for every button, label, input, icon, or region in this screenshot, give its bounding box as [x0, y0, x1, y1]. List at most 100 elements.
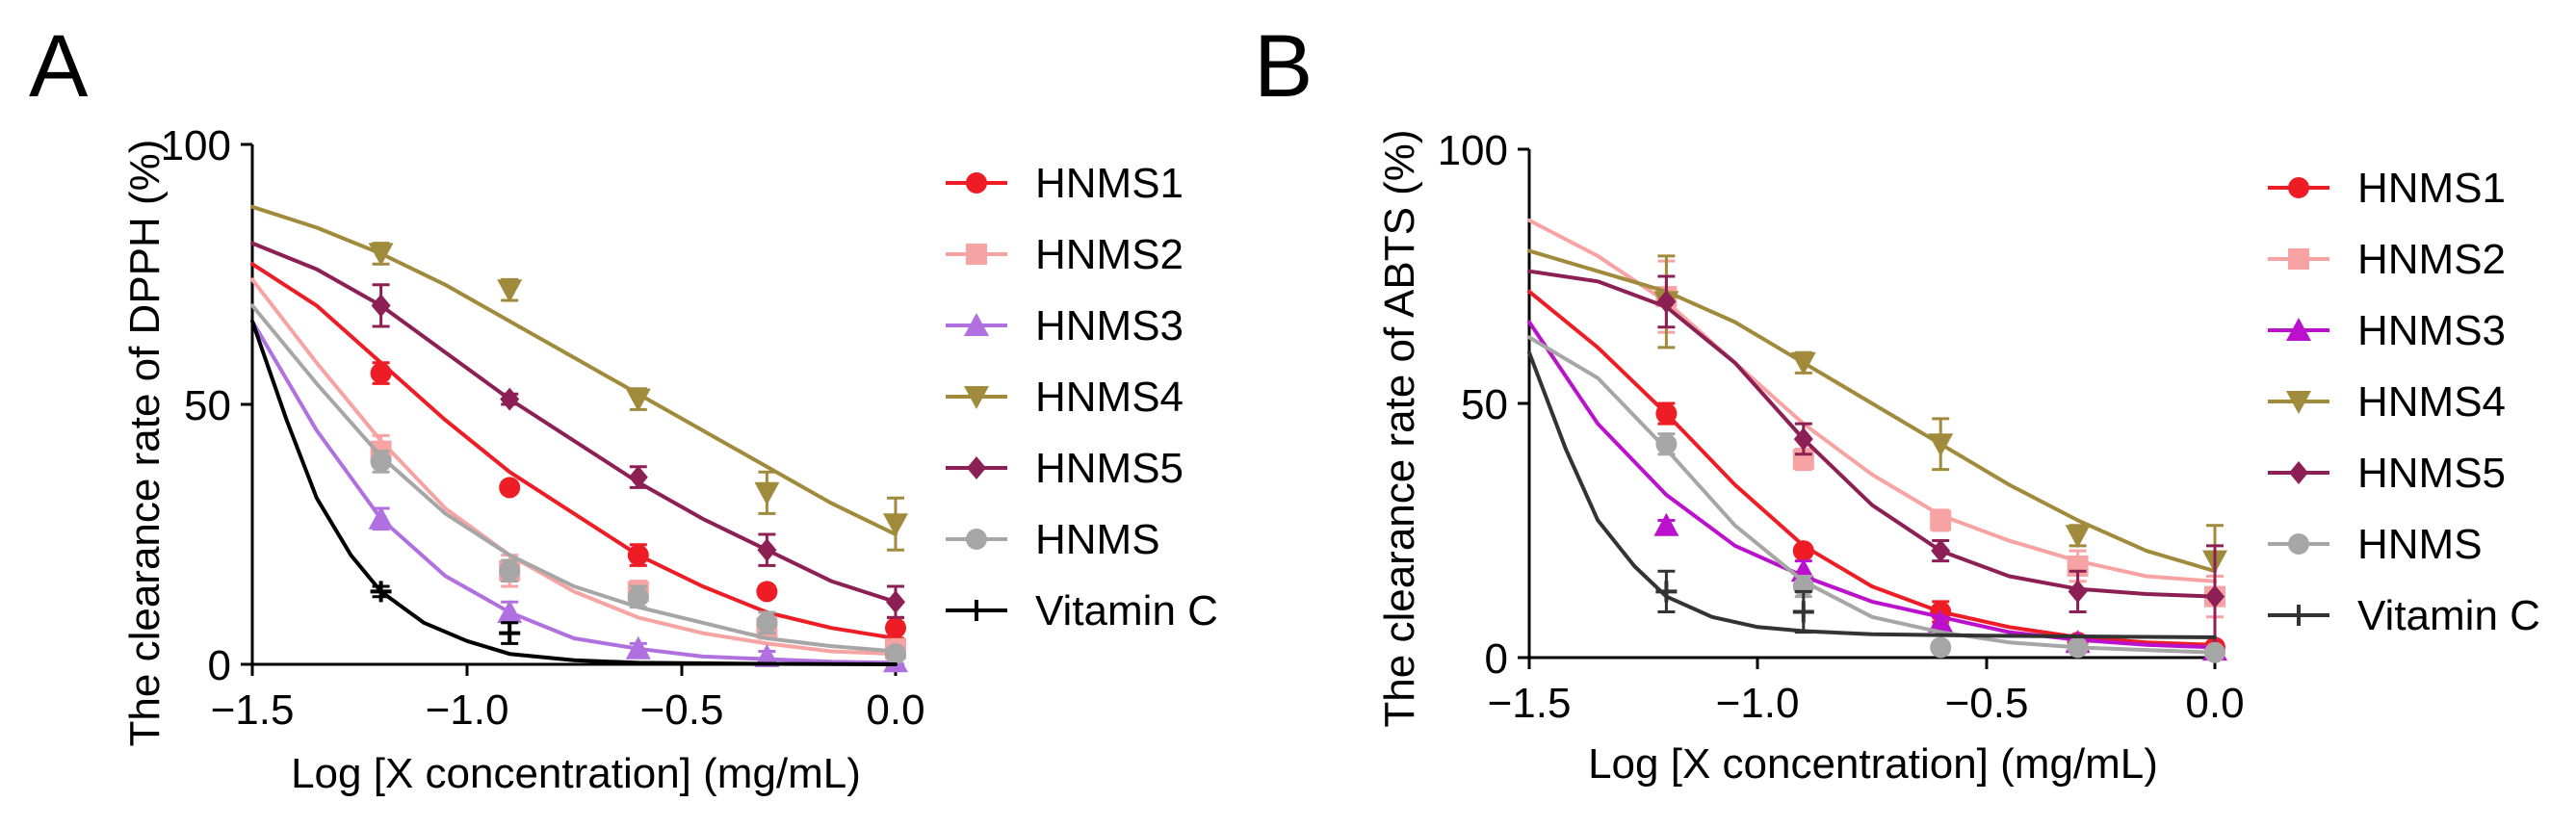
panel-a-point-hnms5-0: [371, 294, 391, 318]
panel-a-curve-hnms4: [250, 204, 898, 536]
panel-b-point-hnms1-1: [1792, 540, 1814, 562]
panel-b-xtick-label-m05: −0.5: [1945, 680, 2029, 727]
panel-a-point-hnms4-0: [368, 243, 394, 267]
panel-a-legend-label-hnms4: HNMS4: [1035, 374, 1184, 421]
panel-a-legend-marker-hnms3: [964, 313, 989, 336]
panel-a-legend-label-hnms1: HNMS1: [1035, 160, 1184, 207]
panel-a-curve-hnms2: [250, 277, 898, 657]
panel-b-point-hnms2-2: [1930, 509, 1952, 531]
panel-a-legend-marker-vitamin-c: [966, 600, 987, 621]
panel-a-legend-markers: [946, 172, 1007, 621]
panel-a-ylabel: The clearance rate of DPPH (%): [121, 140, 169, 747]
panel-a-xtick-label-m05: −0.5: [640, 686, 724, 734]
panel-b-legend-marker-hnms: [2288, 533, 2309, 555]
panel-a-point-hnms5-1: [500, 387, 520, 411]
panel-a-point-hnms-1: [499, 559, 521, 582]
panel-b-ytick-label-0: 0: [1485, 635, 1508, 683]
panel-b-letter: B: [1254, 17, 1313, 116]
panel-a-point-hnms4-3: [754, 481, 780, 505]
panel-a-point-hnms3-2: [625, 635, 651, 660]
panel-b-legend-marker-hnms3: [2286, 318, 2311, 341]
panel-b: B The clearance rate of ABTS (%) Log [X …: [1254, 17, 2540, 788]
panel-b-legend-marker-hnms4: [2286, 391, 2311, 414]
panel-b-xtick-label-m10: −1.0: [1716, 680, 1800, 727]
panel-a-legend-marker-hnms1: [966, 172, 987, 194]
panel-b-curve-hnms: [1527, 335, 2217, 655]
panel-a-point-hnms3-1: [497, 600, 523, 623]
panel-b-point-hnms4-3: [2065, 525, 2091, 549]
panel-b-xtick-label-m15: −1.5: [1488, 680, 1572, 727]
panel-b-point-hnms3-0: [1653, 512, 1679, 536]
panel-a-xtick-label-m10: −1.0: [426, 686, 509, 734]
panel-a-point-hnms5-4: [886, 590, 905, 614]
panel-b-legend-label-hnms4: HNMS4: [2357, 378, 2506, 426]
panel-a-point-hnms4-2: [625, 388, 651, 412]
panel-b-curve-hnms5: [1527, 269, 2217, 599]
panel-b-xtick-label-00: 0.0: [2185, 680, 2244, 727]
panel-b-point-hnms-3: [2067, 636, 2089, 659]
panel-b-point-vitamin-c-1: [1792, 601, 1814, 623]
panel-a-legend-label-hnms: HNMS: [1035, 516, 1160, 563]
panel-b-point-hnms5-2: [1931, 539, 1951, 563]
panel-b-curve-hnms1: [1527, 289, 2217, 647]
panel-a-point-hnms-3: [756, 611, 778, 634]
panel-b-point-hnms-0: [1655, 433, 1678, 455]
panel-b-point-hnms5-1: [1793, 427, 1813, 451]
panel-b-point-hnms-2: [1930, 636, 1952, 659]
panel-b-curve-vitamin-c: [1527, 350, 2217, 639]
panel-a-point-hnms-2: [627, 585, 649, 608]
panel-a-point-vitamin-c-1: [499, 622, 521, 644]
panel-b-curve-hnms3: [1527, 320, 2217, 650]
panel-a-point-hnms1-0: [370, 362, 392, 384]
panel-a-point-vitamin-c-0: [370, 581, 392, 603]
panel-b-point-hnms4-1: [1790, 351, 1816, 375]
panel-a-point-hnms-0: [370, 451, 392, 473]
panel-b-point-vitamin-c-0: [1655, 581, 1678, 603]
panel-a-plot-area: [250, 204, 908, 673]
panel-b-point-hnms4-2: [1928, 433, 1954, 457]
panel-a-point-hnms1-4: [885, 617, 906, 639]
panel-b-legend-marker-vitamin-c: [2288, 605, 2309, 626]
panel-a-legend-label-vitamin-c: Vitamin C: [1035, 587, 1218, 634]
panel-b-point-hnms5-4: [2205, 584, 2225, 608]
panel-b-point-hnms-4: [2204, 641, 2225, 663]
panel-b-point-hnms5-0: [1656, 290, 1677, 314]
panel-b-legend-label-vitamin-c: Vitamin C: [2357, 592, 2540, 639]
panel-a-letter: A: [29, 17, 89, 116]
panel-a-ytick-label-0: 0: [208, 642, 231, 689]
panel-a-legend-label-hnms5: HNMS5: [1035, 445, 1184, 492]
panel-b-ytick-label-50: 50: [1461, 381, 1508, 428]
panel-a-point-hnms1-2: [627, 544, 649, 566]
panel-b-legend-label-hnms5: HNMS5: [2357, 450, 2506, 497]
panel-b-xlabel: Log [X concentration] (mg/mL): [1588, 740, 2158, 788]
panel-a-curve-hnms: [250, 303, 898, 654]
panel-a-point-hnms3-3: [754, 643, 780, 667]
panel-a: A The clearance rate of DPPH (%) Log [X …: [29, 17, 1218, 797]
panel-a-point-hnms5-3: [757, 538, 777, 562]
panel-a-point-hnms4-4: [883, 513, 908, 537]
panel-b-ylabel: The clearance rate of ABTS (%): [1376, 129, 1423, 727]
panel-b-curve-hnms4: [1527, 248, 2217, 574]
panel-a-ytick-label-50: 50: [184, 382, 231, 429]
panel-b-plot-area: [1527, 218, 2227, 663]
panel-b-legend-marker-hnms5: [2289, 461, 2308, 484]
panel-b-ytick-label-100: 100: [1438, 127, 1508, 174]
panel-b-legend: HNMS1 HNMS2 HNMS3 HNMS4 HNMS5 HNMS Vitam…: [2268, 165, 2540, 639]
panel-a-point-hnms1-3: [756, 581, 778, 603]
panel-b-point-hnms1-0: [1655, 402, 1678, 425]
panel-b-legend-markers: [2268, 177, 2329, 626]
panel-a-ytick-label-100: 100: [161, 122, 231, 169]
panel-b-legend-label-hnms2: HNMS2: [2357, 236, 2506, 283]
panel-a-point-hnms4-1: [497, 279, 523, 303]
panel-a-curve-hnms3: [250, 319, 898, 665]
panel-b-legend-marker-hnms1: [2288, 177, 2309, 198]
panel-b-curve-hnms2: [1527, 218, 2217, 583]
panel-a-point-hnms5-2: [628, 465, 648, 489]
panel-a-point-hnms-4: [885, 643, 906, 665]
panel-a-curve-hnms5: [250, 241, 898, 605]
panel-a-point-hnms3-0: [368, 505, 394, 530]
panel-a-xtick-label-00: 0.0: [866, 686, 924, 734]
panel-a-point-hnms1-1: [499, 477, 521, 499]
panel-a-xlabel: Log [X concentration] (mg/mL): [291, 750, 861, 797]
